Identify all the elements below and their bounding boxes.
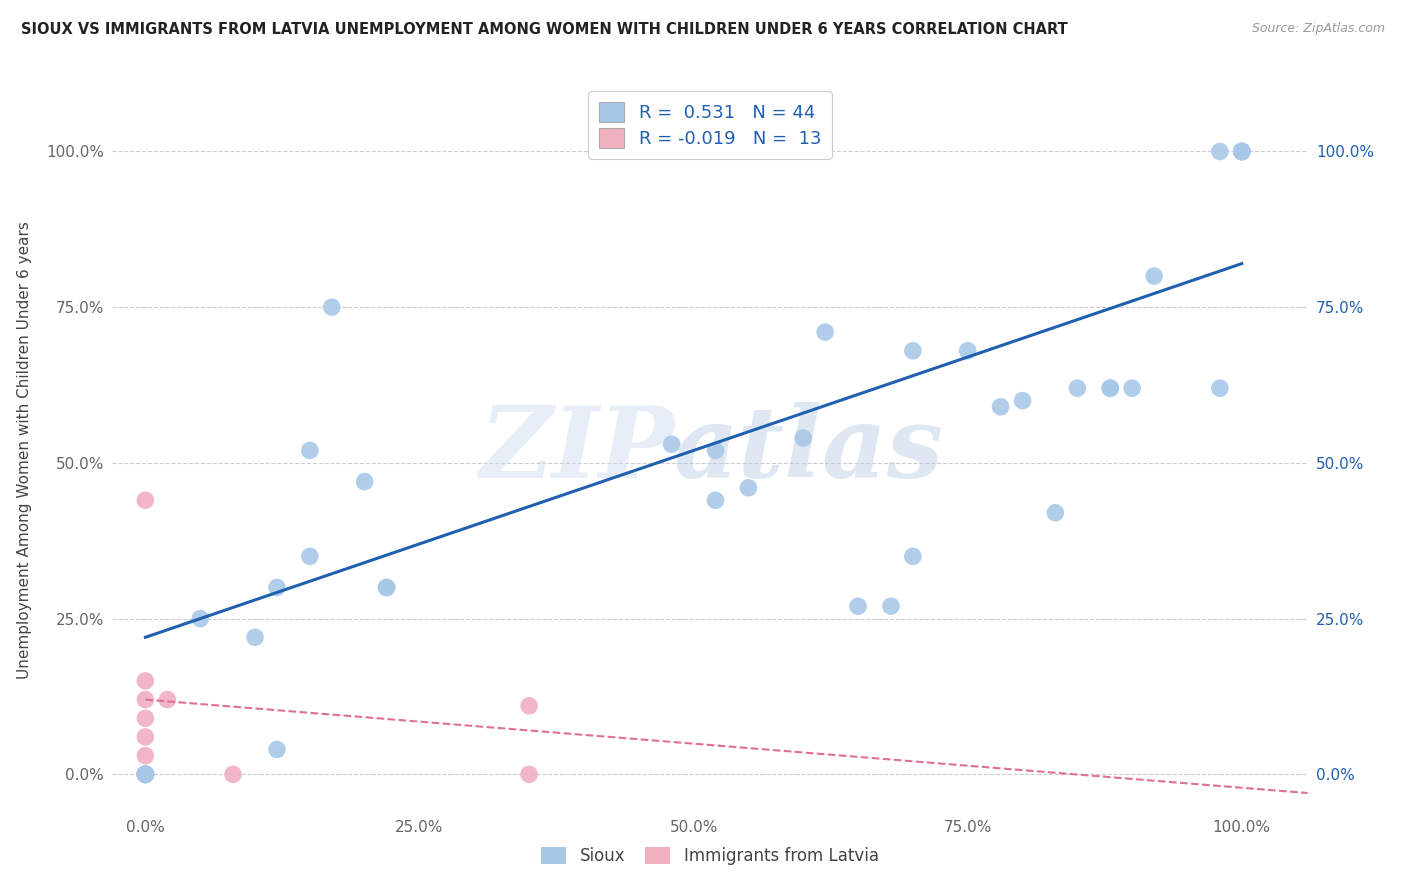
Text: ZIP: ZIP bbox=[479, 402, 675, 499]
Point bbox=[134, 711, 156, 725]
Point bbox=[1230, 145, 1253, 159]
Point bbox=[134, 767, 156, 781]
Point bbox=[134, 767, 156, 781]
Point bbox=[353, 475, 375, 489]
Point bbox=[1209, 381, 1232, 395]
Point bbox=[134, 767, 156, 781]
Point bbox=[814, 325, 837, 339]
Point bbox=[243, 630, 266, 644]
Point bbox=[134, 673, 156, 688]
Point bbox=[880, 599, 903, 614]
Point bbox=[298, 443, 321, 458]
Point bbox=[375, 581, 398, 595]
Point bbox=[134, 692, 156, 706]
Legend: Sioux, Immigrants from Latvia: Sioux, Immigrants from Latvia bbox=[534, 840, 886, 872]
Point bbox=[517, 698, 540, 713]
Point bbox=[134, 767, 156, 781]
Point bbox=[846, 599, 869, 614]
Point bbox=[990, 400, 1012, 414]
Point bbox=[321, 300, 343, 314]
Point bbox=[298, 549, 321, 564]
Point bbox=[134, 767, 156, 781]
Point bbox=[188, 612, 211, 626]
Point bbox=[704, 443, 727, 458]
Point bbox=[901, 549, 924, 564]
Point bbox=[375, 581, 398, 595]
Point bbox=[134, 767, 156, 781]
Point bbox=[1230, 145, 1253, 159]
Point bbox=[266, 581, 288, 595]
Text: Source: ZipAtlas.com: Source: ZipAtlas.com bbox=[1251, 22, 1385, 36]
Point bbox=[1230, 145, 1253, 159]
Y-axis label: Unemployment Among Women with Children Under 6 years: Unemployment Among Women with Children U… bbox=[17, 221, 32, 680]
Point bbox=[1209, 145, 1232, 159]
Point bbox=[134, 767, 156, 781]
Point bbox=[134, 493, 156, 508]
Point bbox=[1099, 381, 1122, 395]
Point bbox=[661, 437, 683, 451]
Point bbox=[222, 767, 245, 781]
Point bbox=[156, 692, 179, 706]
Point bbox=[1066, 381, 1088, 395]
Point bbox=[1143, 268, 1166, 283]
Point bbox=[134, 767, 156, 781]
Point bbox=[1011, 393, 1033, 408]
Point bbox=[1230, 145, 1253, 159]
Point bbox=[956, 343, 979, 358]
Text: SIOUX VS IMMIGRANTS FROM LATVIA UNEMPLOYMENT AMONG WOMEN WITH CHILDREN UNDER 6 Y: SIOUX VS IMMIGRANTS FROM LATVIA UNEMPLOY… bbox=[21, 22, 1067, 37]
Point bbox=[737, 481, 759, 495]
Point bbox=[792, 431, 814, 445]
Point bbox=[266, 742, 288, 756]
Point bbox=[1121, 381, 1143, 395]
Point bbox=[1230, 145, 1253, 159]
Point bbox=[704, 493, 727, 508]
Point bbox=[517, 767, 540, 781]
Point bbox=[1045, 506, 1067, 520]
Point bbox=[1230, 145, 1253, 159]
Point bbox=[134, 748, 156, 763]
Point bbox=[1099, 381, 1122, 395]
Point bbox=[134, 730, 156, 744]
Text: atlas: atlas bbox=[675, 402, 945, 499]
Point bbox=[134, 767, 156, 781]
Point bbox=[901, 343, 924, 358]
Point bbox=[134, 767, 156, 781]
